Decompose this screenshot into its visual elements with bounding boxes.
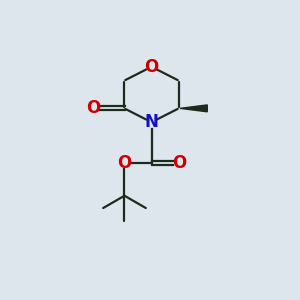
Text: O: O bbox=[172, 154, 186, 172]
Text: O: O bbox=[144, 58, 159, 76]
Text: N: N bbox=[145, 113, 158, 131]
Polygon shape bbox=[180, 105, 207, 112]
Text: O: O bbox=[117, 154, 131, 172]
Text: O: O bbox=[86, 99, 101, 117]
